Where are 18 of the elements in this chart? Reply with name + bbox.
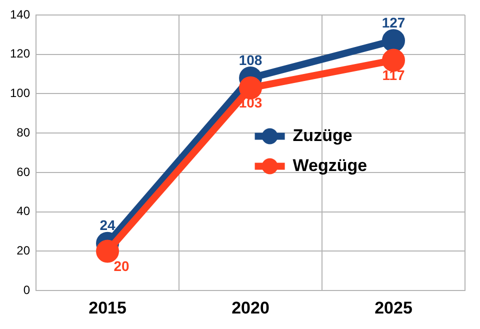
data-label: 20 <box>114 258 130 274</box>
y-tick-label: 120 <box>10 46 30 61</box>
y-tick-label: 0 <box>23 282 30 297</box>
y-tick-label: 20 <box>16 244 30 258</box>
data-label: 24 <box>100 217 116 234</box>
x-tick-label: 2025 <box>374 298 412 318</box>
y-tick-label: 100 <box>10 86 30 100</box>
y-tick-label: 40 <box>16 204 30 218</box>
data-label: 127 <box>382 14 406 30</box>
data-label: 117 <box>382 67 406 84</box>
legend-label: Zuzüge <box>292 126 352 145</box>
legend-label: Wegzüge <box>292 156 368 175</box>
data-label: 108 <box>238 52 262 68</box>
y-tick-label: 80 <box>16 125 30 140</box>
y-tick-label: 60 <box>16 164 30 179</box>
x-tick-label: 2020 <box>232 298 270 318</box>
x-tick-label: 2015 <box>88 298 126 318</box>
y-tick-label: 140 <box>10 7 30 22</box>
